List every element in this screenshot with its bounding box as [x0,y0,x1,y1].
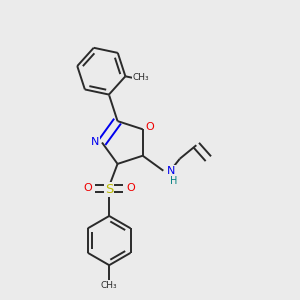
Text: S: S [105,183,113,196]
Text: O: O [83,183,92,194]
Text: O: O [145,122,154,132]
Text: CH₃: CH₃ [133,73,150,82]
Text: N: N [91,136,100,147]
Text: O: O [126,183,135,194]
Text: N: N [167,166,176,176]
Text: CH₃: CH₃ [101,281,118,290]
Text: H: H [170,176,178,186]
